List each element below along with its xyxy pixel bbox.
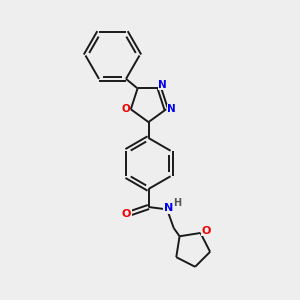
Text: N: N	[164, 203, 173, 213]
Text: O: O	[122, 208, 131, 219]
Text: N: N	[167, 104, 176, 114]
Text: O: O	[121, 104, 130, 114]
Text: O: O	[201, 226, 211, 236]
Text: H: H	[172, 198, 181, 208]
Text: N: N	[158, 80, 167, 90]
